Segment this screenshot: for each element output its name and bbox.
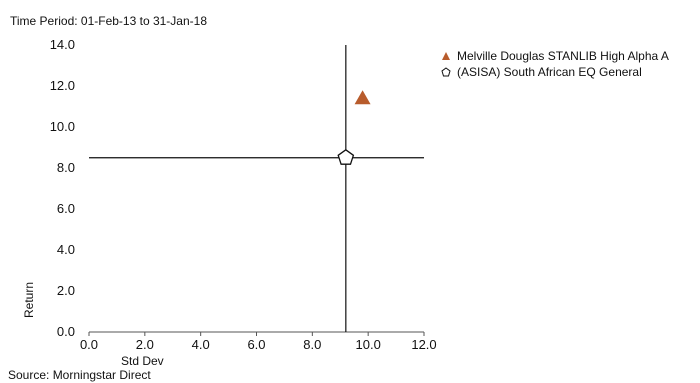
y-tick-label: 4.0 xyxy=(57,242,75,257)
y-tick-label: 14.0 xyxy=(50,37,75,52)
y-tick-label: 0.0 xyxy=(57,324,75,339)
x-tick-label: 10.0 xyxy=(356,337,381,352)
y-tick-label: 8.0 xyxy=(57,160,75,175)
y-tick-label: 12.0 xyxy=(50,78,75,93)
x-tick-label: 4.0 xyxy=(192,337,210,352)
legend-item-melville: Melville Douglas STANLIB High Alpha A xyxy=(441,48,669,64)
x-tick-label: 8.0 xyxy=(303,337,321,352)
triangle-icon xyxy=(442,52,450,60)
data-point-triangle xyxy=(354,90,371,105)
x-tick-label: 12.0 xyxy=(411,337,436,352)
legend-item-asisa: (ASISA) South African EQ General xyxy=(441,64,669,80)
y-axis-label: Return xyxy=(22,282,36,318)
y-axis: 0.0 2.0 4.0 6.0 8.0 10.0 12.0 14.0 xyxy=(50,37,75,339)
x-tick-label: 2.0 xyxy=(136,337,154,352)
data-points xyxy=(337,90,371,165)
reference-lines xyxy=(89,45,424,332)
x-axis-label: Std Dev xyxy=(121,354,164,368)
legend-label: Melville Douglas STANLIB High Alpha A xyxy=(457,49,669,63)
x-tick-label: 6.0 xyxy=(247,337,265,352)
x-tick-label: 0.0 xyxy=(80,337,98,352)
y-tick-label: 6.0 xyxy=(57,201,75,216)
y-tick-label: 10.0 xyxy=(50,119,75,134)
y-tick-label: 2.0 xyxy=(57,283,75,298)
source-note: Source: Morningstar Direct xyxy=(8,368,151,382)
legend-label: (ASISA) South African EQ General xyxy=(457,65,642,79)
chart-subtitle: Time Period: 01-Feb-13 to 31-Jan-18 xyxy=(10,14,207,28)
legend: Melville Douglas STANLIB High Alpha A (A… xyxy=(441,48,669,80)
pentagon-icon xyxy=(441,67,451,77)
x-axis: 0.0 2.0 4.0 6.0 8.0 10.0 12.0 xyxy=(80,331,437,352)
data-point-pentagon xyxy=(337,148,355,165)
